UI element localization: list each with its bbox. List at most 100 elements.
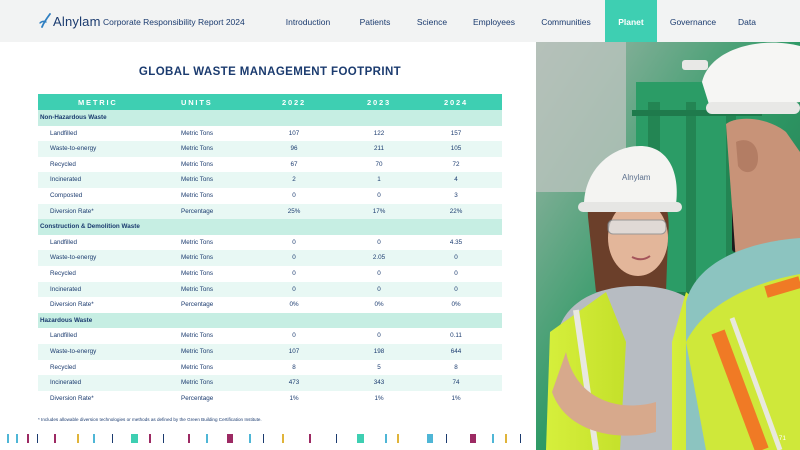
units-cell: Metric Tons <box>181 285 214 293</box>
helmet-logo-text: Alnylam <box>622 173 651 182</box>
nav-governance[interactable]: Governance <box>669 17 717 27</box>
value-2023-cell: 17% <box>372 207 386 215</box>
value-2022-cell: 25% <box>287 207 301 215</box>
color-bar <box>505 434 507 443</box>
metric-cell: Waste-to-energy <box>50 145 97 153</box>
table-row: Incinerated Metric Tons 473 343 74 <box>38 375 502 391</box>
value-2022-cell: 8 <box>292 363 296 371</box>
page-number: 71 <box>778 435 786 442</box>
header-2024: 2024 <box>444 98 468 107</box>
color-bar <box>397 434 399 443</box>
color-bar <box>27 434 29 443</box>
value-2024-cell: 8 <box>454 363 458 371</box>
color-bar <box>309 434 311 443</box>
color-bar <box>54 434 56 443</box>
value-2023-cell: 0 <box>377 332 381 340</box>
units-cell: Metric Tons <box>181 160 214 168</box>
value-2022-cell: 107 <box>288 347 300 355</box>
nav-communities[interactable]: Communities <box>541 17 591 27</box>
alnylam-logo[interactable]: Alnylam <box>39 12 101 30</box>
value-2022-cell: 1% <box>289 394 299 402</box>
units-cell: Metric Tons <box>181 269 214 277</box>
value-2024-cell: 105 <box>450 145 462 153</box>
value-2023-cell: 343 <box>373 379 385 387</box>
color-bar <box>37 434 38 443</box>
value-2022-cell: 107 <box>288 129 300 137</box>
section-label: Non-Hazardous Waste <box>40 114 107 121</box>
units-cell: Percentage <box>181 207 214 215</box>
header-metric: METRIC <box>78 98 118 107</box>
metric-cell: Landfilled <box>50 238 77 246</box>
color-bar <box>93 434 95 443</box>
color-bar <box>520 434 521 443</box>
nav-science[interactable]: Science <box>416 17 448 27</box>
color-bar <box>282 434 284 443</box>
table-row: Incinerated Metric Tons 0 0 0 <box>38 281 502 298</box>
color-bar <box>16 434 18 443</box>
header-2022: 2022 <box>282 98 306 107</box>
color-bar <box>427 434 433 443</box>
value-2022-cell: 0 <box>292 332 296 340</box>
top-header: Alnylam Corporate Responsibility Report … <box>0 0 800 42</box>
metric-cell: Diversion Rate* <box>50 301 94 309</box>
units-cell: Metric Tons <box>181 238 214 246</box>
table-row: Waste-to-energy Metric Tons 96 211 105 <box>38 141 502 157</box>
units-cell: Metric Tons <box>181 191 214 199</box>
section-row: Hazardous Waste <box>38 312 502 329</box>
value-2024-cell: 4.35 <box>449 238 463 246</box>
metric-cell: Landfilled <box>50 129 77 137</box>
nav-patients[interactable]: Patients <box>359 17 391 27</box>
section-label: Construction & Demolition Waste <box>40 223 140 231</box>
color-bar <box>163 434 164 443</box>
workers-illustration: Alnylam <box>536 42 800 450</box>
metric-cell: Incinerated <box>50 176 82 184</box>
nav-planet[interactable]: Planet <box>605 0 657 42</box>
value-2023-cell: 1% <box>374 394 384 402</box>
units-cell: Metric Tons <box>181 363 214 371</box>
units-cell: Metric Tons <box>181 332 214 340</box>
value-2024-cell: 1% <box>451 394 461 402</box>
value-2023-cell: 211 <box>373 145 385 153</box>
color-bar <box>446 434 447 443</box>
nav-employees[interactable]: Employees <box>472 17 516 27</box>
units-cell: Metric Tons <box>181 129 214 137</box>
header-units: UNITS <box>181 98 213 107</box>
value-2024-cell: 157 <box>450 129 462 137</box>
units-cell: Percentage <box>181 301 214 309</box>
value-2023-cell: 1 <box>377 176 381 184</box>
table-header-row: METRIC UNITS 2022 2023 2024 <box>38 94 502 110</box>
header-2023: 2023 <box>367 98 391 107</box>
table-row: Recycled Metric Tons 8 5 8 <box>38 360 502 376</box>
color-bar <box>336 434 337 443</box>
value-2023-cell: 0 <box>377 269 381 277</box>
metric-cell: Incinerated <box>50 285 82 293</box>
section-row: Construction & Demolition Waste <box>38 219 502 235</box>
color-bar <box>385 434 387 443</box>
nav-introduction[interactable]: Introduction <box>285 17 331 27</box>
metric-cell: Incinerated <box>50 379 82 387</box>
logo-text: Alnylam <box>53 13 101 29</box>
units-cell: Metric Tons <box>181 254 214 262</box>
value-2022-cell: 67 <box>290 160 298 168</box>
value-2022-cell: 2 <box>292 176 296 184</box>
section-row: Non-Hazardous Waste <box>38 110 502 126</box>
value-2024-cell: 72 <box>452 160 460 168</box>
value-2023-cell: 0 <box>377 285 381 293</box>
value-2022-cell: 0 <box>292 285 296 293</box>
value-2022-cell: 0 <box>292 254 296 262</box>
metric-cell: Recycled <box>50 363 76 371</box>
metric-cell: Recycled <box>50 269 76 277</box>
table-row: Landfilled Metric Tons 0 0 4.35 <box>38 235 502 251</box>
table-row: Landfilled Metric Tons 0 0 0.11 <box>38 328 502 344</box>
workers-photo: Alnylam 71 <box>536 42 800 450</box>
table-title: GLOBAL WASTE MANAGEMENT FOOTPRINT <box>138 66 402 78</box>
metric-cell: Diversion Rate* <box>50 207 94 215</box>
value-2023-cell: 2.05 <box>372 254 386 262</box>
nav-data[interactable]: Data <box>738 17 756 27</box>
value-2023-cell: 5 <box>377 363 381 371</box>
color-bar <box>227 434 233 443</box>
decorative-color-bars <box>0 434 536 444</box>
metric-cell: Waste-to-energy <box>50 347 97 355</box>
metric-cell: Diversion Rate* <box>50 394 94 402</box>
value-2023-cell: 198 <box>373 347 385 355</box>
